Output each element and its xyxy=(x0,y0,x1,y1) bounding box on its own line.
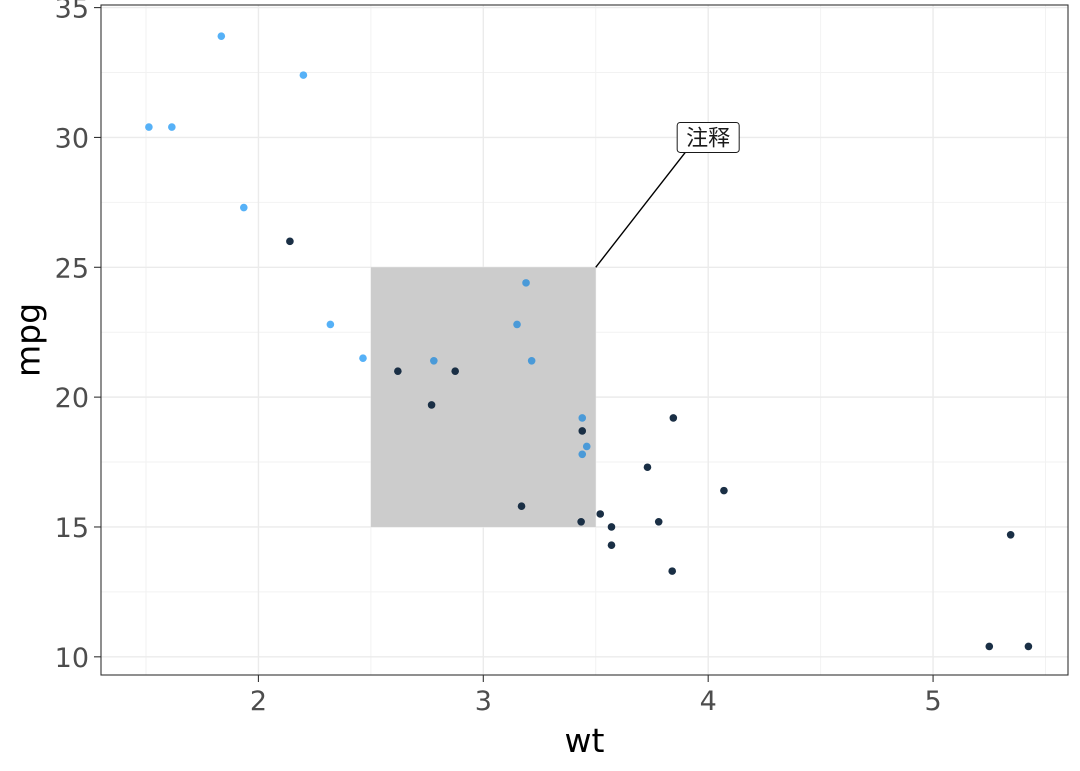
y-tick-label: 35 xyxy=(55,0,89,25)
x-tick-label: 5 xyxy=(924,686,941,717)
data-point xyxy=(326,320,335,329)
data-point xyxy=(607,541,616,549)
data-point xyxy=(578,414,587,422)
data-point xyxy=(668,567,677,575)
y-tick-label: 10 xyxy=(55,643,89,674)
data-point xyxy=(985,642,994,651)
grid xyxy=(101,5,1068,675)
annotation-label: 注释 xyxy=(686,126,730,151)
data-point xyxy=(643,463,652,472)
y-tick-label: 15 xyxy=(55,513,89,544)
data-point xyxy=(596,510,605,518)
data-point xyxy=(720,486,728,495)
data-point xyxy=(582,442,591,451)
data-point xyxy=(394,367,402,375)
data-point xyxy=(1006,530,1015,539)
x-tick-label: 4 xyxy=(700,686,717,717)
x-tick-label: 2 xyxy=(250,686,267,717)
data-point xyxy=(577,517,585,526)
y-axis-title: mpg xyxy=(9,303,48,377)
axes: 2 3 4 5 10 15 20 25 30 35 xyxy=(55,0,942,717)
data-point xyxy=(286,237,294,246)
panel-border xyxy=(100,4,1069,676)
points-layer xyxy=(145,32,1033,651)
annotation-segment xyxy=(595,137,698,268)
highlight-rect xyxy=(370,267,596,527)
data-point xyxy=(578,450,587,459)
data-point xyxy=(513,320,521,329)
data-point xyxy=(168,123,176,131)
data-point xyxy=(1024,642,1033,651)
data-point xyxy=(654,517,663,526)
y-tick-label: 20 xyxy=(55,383,89,414)
data-point xyxy=(527,356,536,365)
annotation-layer: 注释 xyxy=(370,121,740,527)
x-axis-title: wt xyxy=(565,721,605,760)
data-point xyxy=(430,356,438,365)
data-point xyxy=(451,367,459,375)
data-point xyxy=(669,414,678,422)
data-point xyxy=(217,32,226,40)
data-point xyxy=(517,502,526,511)
data-point xyxy=(607,523,616,531)
data-point xyxy=(578,427,587,435)
data-point xyxy=(299,71,308,79)
data-point xyxy=(240,203,248,212)
y-tick-label: 25 xyxy=(55,253,89,284)
annotation-label-box xyxy=(676,121,740,153)
data-point xyxy=(359,354,367,362)
x-tick-label: 3 xyxy=(475,686,492,717)
data-point xyxy=(427,401,436,409)
y-tick-label: 30 xyxy=(55,123,89,154)
data-point xyxy=(522,279,530,287)
data-point xyxy=(145,123,153,131)
